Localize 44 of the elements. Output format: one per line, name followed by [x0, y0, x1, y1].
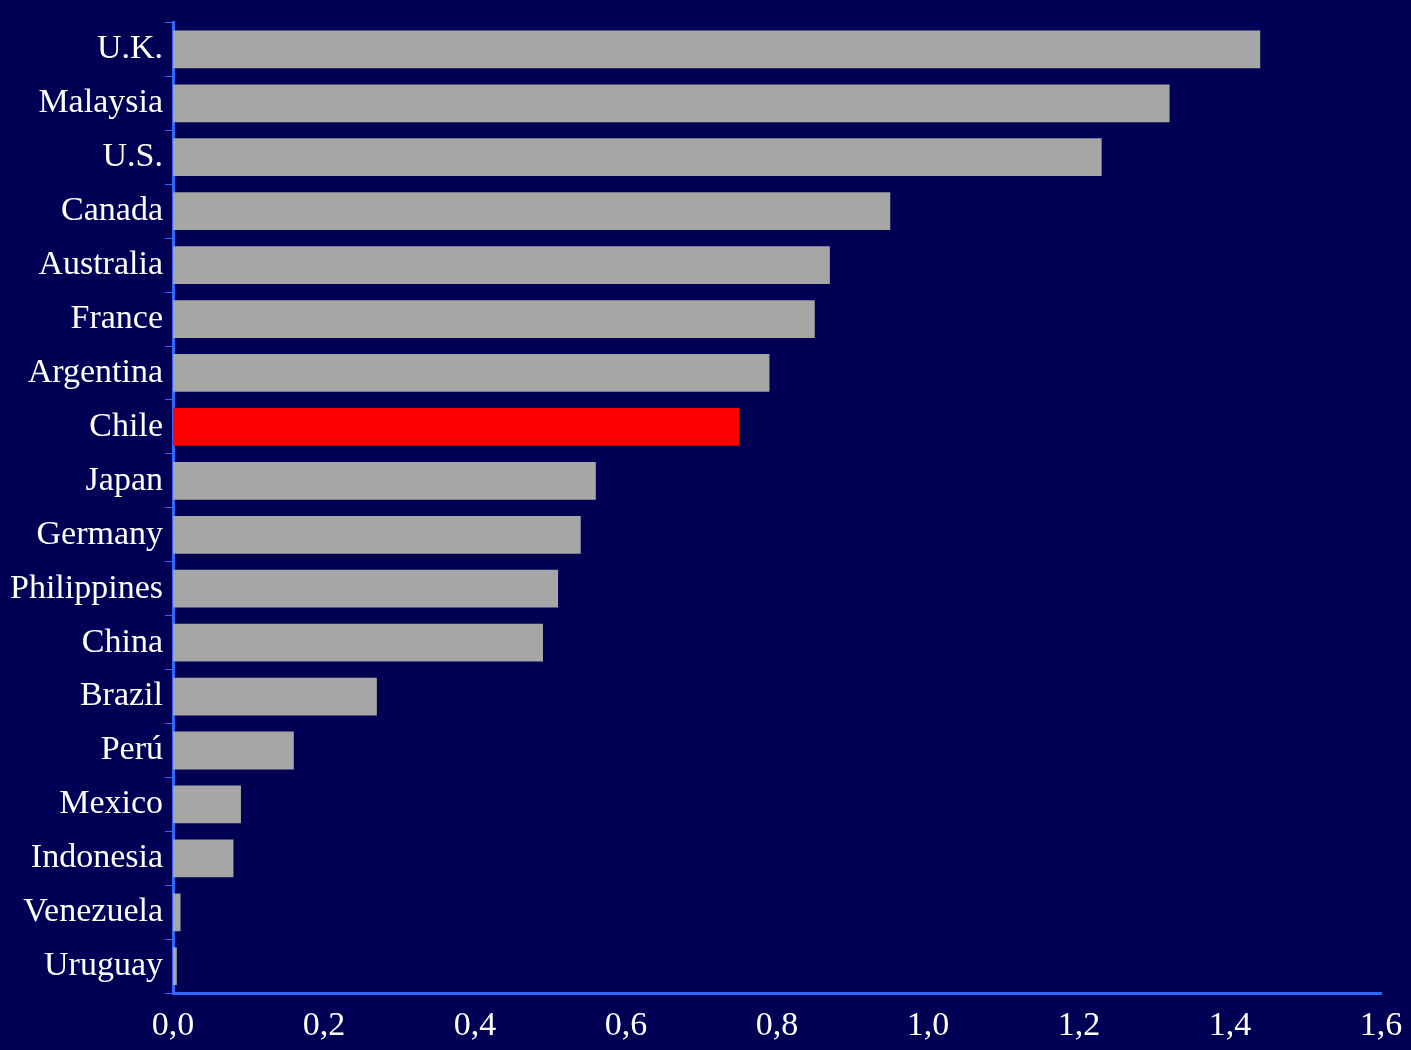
- bar: [173, 893, 181, 932]
- x-tick-label: 0,0: [151, 1004, 195, 1042]
- y-tick-label: Germany: [36, 513, 164, 551]
- bar: [173, 246, 830, 284]
- bar: [173, 84, 1170, 123]
- x-tick-label: 1,2: [1057, 1004, 1101, 1042]
- y-tick-label: Philippines: [9, 567, 164, 605]
- y-tick-label: Argentina: [27, 351, 164, 389]
- y-tick-label: Brazil: [79, 675, 164, 713]
- y-tick-label: U.K.: [96, 28, 164, 66]
- y-tick-label: Uruguay: [44, 945, 164, 983]
- y-tick-label: Indonesia: [30, 837, 164, 875]
- x-tick-label: 1,0: [906, 1004, 950, 1042]
- y-tick-label: France: [70, 297, 164, 335]
- bar: [173, 515, 581, 554]
- x-tick-label: 0,4: [453, 1004, 497, 1042]
- y-tick-label: Japan: [85, 459, 164, 497]
- bar: [173, 408, 740, 446]
- x-tick-label: 0,2: [302, 1004, 346, 1042]
- bar: [173, 30, 1261, 69]
- bar: [173, 569, 559, 608]
- x-tick-label: 0,6: [604, 1004, 648, 1042]
- y-tick-label: Chile: [89, 405, 164, 443]
- bar: [173, 192, 891, 231]
- bar: [173, 731, 294, 770]
- bar: [173, 354, 770, 392]
- bar: [173, 839, 234, 878]
- bar: [173, 677, 377, 716]
- x-tick-label: 1,4: [1208, 1004, 1252, 1042]
- x-tick-label: 0,8: [755, 1004, 799, 1042]
- bar: [173, 461, 596, 500]
- y-tick-label: Canada: [61, 190, 164, 228]
- bar: [173, 623, 543, 662]
- y-tick-label: U.S.: [102, 136, 164, 174]
- y-tick-label: Malaysia: [38, 82, 164, 120]
- y-tick-label: Australia: [38, 244, 164, 282]
- bar: [173, 138, 1102, 177]
- y-tick-label: China: [81, 621, 164, 659]
- bar: [173, 300, 815, 338]
- x-tick-label: 1,6: [1359, 1004, 1403, 1042]
- y-tick-label: Perú: [100, 729, 164, 767]
- y-tick-label: Venezuela: [23, 891, 164, 929]
- y-tick-label: Mexico: [59, 783, 164, 821]
- bar: [173, 785, 241, 824]
